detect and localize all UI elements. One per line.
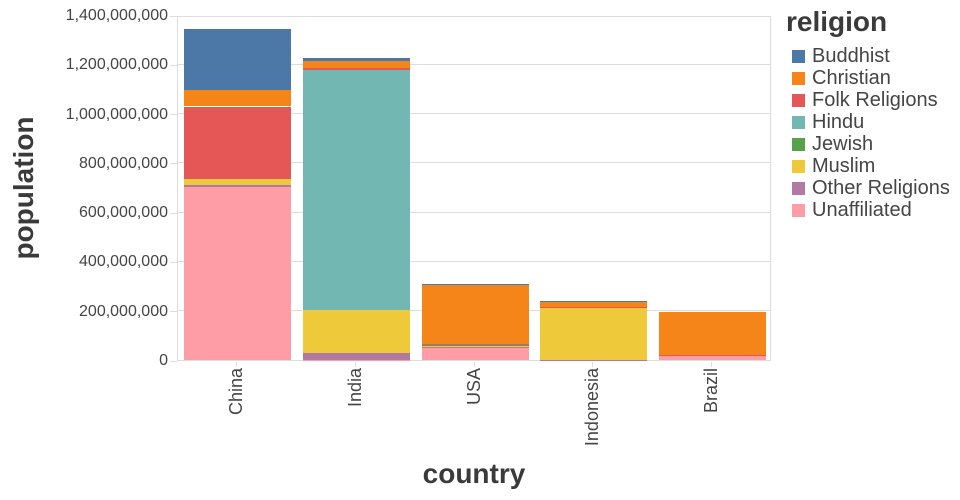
gridline [178,113,770,115]
y-tick-mark [170,163,177,165]
bar-segment-usa-muslim [421,346,529,347]
bar-segment-usa-unaffiliated [421,347,529,360]
y-tick-label: 1,000,000,000 [65,105,168,123]
legend-label: Folk Religions [812,88,938,111]
bar-segment-india-muslim [302,309,410,353]
bar-segment-indonesia-christian [540,301,648,308]
legend-label: Jewish [812,132,874,155]
legend-item-muslim: Muslim [786,155,950,177]
y-tick-mark [170,311,177,313]
bar-segment-india-buddhist [302,58,410,61]
bar-segment-usa-buddhist [421,283,529,285]
x-tick-mark [235,362,237,367]
bar-segment-indonesia-hindu [540,307,648,309]
bar-segment-china-muslim [183,179,291,186]
x-tick-label-indonesia: Indonesia [582,368,603,447]
x-tick-label-usa: USA [463,368,484,406]
y-tick-mark [170,64,177,66]
legend-label: Unaffiliated [812,198,912,221]
legend: religion Buddhist Christian Folk Religions… [786,6,950,221]
x-tick-label-india: India [344,368,365,408]
y-tick-label: 800,000,000 [79,154,168,172]
legend-swatch-icon [792,137,805,151]
legend-title: religion [786,6,888,37]
bar-segment-china-unaffiliated [183,187,291,360]
x-tick-mark [711,362,713,367]
bar-segment-india-hindu [302,69,410,310]
gridline [178,162,770,164]
bar-segment-china-other-religions [183,185,291,188]
legend-swatch-icon [792,49,805,63]
bar-segment-india-other-religions [302,353,410,360]
x-tick-mark [592,362,594,367]
plot-area [177,16,771,361]
y-tick-mark [170,212,177,214]
y-axis-title: population [8,116,39,260]
legend-item-christian: Christian [786,67,950,89]
x-axis-title: country [422,458,526,489]
legend-item-hindu: Hindu [786,111,950,133]
legend-label: Christian [812,66,891,89]
y-tick-mark [170,15,177,17]
bar-segment-china-christian [183,89,291,107]
bar-segment-china-buddhist [183,29,291,90]
y-tick-label: 600,000,000 [79,204,168,222]
y-tick-mark [170,114,177,116]
legend-item-unaffiliated: Unaffiliated [786,199,950,221]
y-tick-label: 400,000,000 [79,253,168,271]
y-tick-label: 0 [159,352,168,369]
legend-items: Buddhist Christian Folk Religions Hindu Jewi… [786,45,950,221]
bar-segment-usa-jewish [421,344,529,347]
gridline [178,211,770,213]
gridline [178,260,770,262]
bar-segment-india-folk-religions [302,68,410,70]
bar-segment-india-christian [302,60,410,69]
x-tick-label-china: China [225,368,246,416]
legend-swatch-icon [792,203,805,217]
y-tick-mark [170,360,177,362]
legend-item-folk-religions: Folk Religions [786,89,950,111]
legend-swatch-icon [792,71,805,85]
legend-swatch-icon [792,93,805,107]
y-tick-label: 1,400,000,000 [65,7,168,24]
bar-segment-china-folk-religions [183,106,291,180]
legend-label: Muslim [812,154,876,177]
bar-segment-brazil-folk-religions [659,354,767,357]
legend-item-buddhist: Buddhist [786,45,950,67]
gridline [178,63,770,65]
bar-segment-indonesia-muslim [540,308,648,360]
legend-item-jewish: Jewish [786,133,950,155]
legend-item-other-religions: Other Religions [786,177,950,199]
y-tick-label: 200,000,000 [79,302,168,320]
y-tick-mark [170,261,177,263]
legend-label: Buddhist [812,44,890,67]
legend-label: Hindu [812,110,865,133]
bar-segment-brazil-unaffiliated [659,356,767,360]
legend-swatch-icon [792,115,805,129]
x-tick-label-brazil: Brazil [701,368,722,414]
x-tick-mark [354,362,356,367]
y-tick-label: 1,200,000,000 [65,56,168,74]
legend-swatch-icon [792,181,805,195]
bar-segment-brazil-christian [659,312,767,355]
legend-swatch-icon [792,159,805,173]
bar-segment-usa-christian [421,284,529,345]
x-tick-mark [473,362,475,367]
legend-label: Other Religions [812,176,950,199]
